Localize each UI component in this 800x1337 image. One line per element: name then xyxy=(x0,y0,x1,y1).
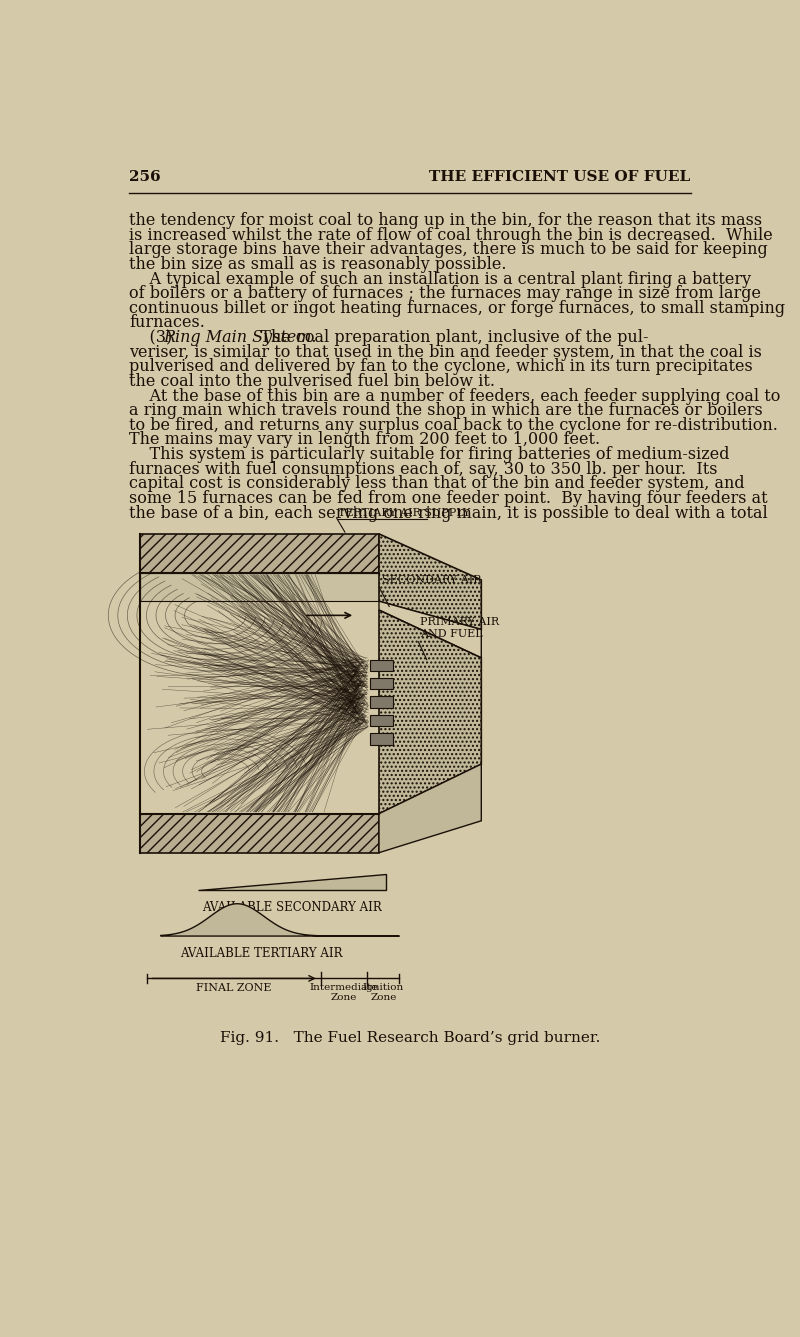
Text: to be fired, and returns any surplus coal back to the cyclone for re-distributio: to be fired, and returns any surplus coa… xyxy=(130,417,778,433)
Text: capital cost is considerably less than that of the bin and feeder system, and: capital cost is considerably less than t… xyxy=(130,476,745,492)
Polygon shape xyxy=(140,533,379,572)
Text: THE EFFICIENT USE OF FUEL: THE EFFICIENT USE OF FUEL xyxy=(430,170,690,183)
Text: furnaces with fuel consumptions each of, say, 30 to 350 lb. per hour.  Its: furnaces with fuel consumptions each of,… xyxy=(130,461,718,477)
Text: AVAILABLE SECONDARY AIR: AVAILABLE SECONDARY AIR xyxy=(202,901,382,913)
Text: veriser, is similar to that used in the bin and feeder system, in that the coal : veriser, is similar to that used in the … xyxy=(130,344,762,361)
Polygon shape xyxy=(379,602,482,658)
Text: (3): (3) xyxy=(130,329,178,346)
Polygon shape xyxy=(370,715,393,726)
Polygon shape xyxy=(370,697,393,707)
Text: FINAL ZONE: FINAL ZONE xyxy=(196,983,272,993)
Text: 256: 256 xyxy=(130,170,161,183)
Text: pulverised and delivered by fan to the cyclone, which in its turn precipitates: pulverised and delivered by fan to the c… xyxy=(130,358,754,376)
Text: Ignition
Zone: Ignition Zone xyxy=(362,983,404,1003)
Text: TERTIARY AIR SUPPLY: TERTIARY AIR SUPPLY xyxy=(338,508,470,517)
Text: the coal into the pulverised fuel bin below it.: the coal into the pulverised fuel bin be… xyxy=(130,373,495,390)
Text: AVAILABLE TERTIARY AIR: AVAILABLE TERTIARY AIR xyxy=(180,947,342,960)
Text: Ring Main System.: Ring Main System. xyxy=(162,329,316,346)
Text: A typical example of such an installation is a central plant firing a battery: A typical example of such an installatio… xyxy=(130,270,751,287)
Text: The coal preparation plant, inclusive of the pul-: The coal preparation plant, inclusive of… xyxy=(250,329,648,346)
Polygon shape xyxy=(370,678,393,690)
Polygon shape xyxy=(379,765,482,853)
Text: the tendency for moist coal to hang up in the bin, for the reason that its mass: the tendency for moist coal to hang up i… xyxy=(130,213,762,229)
Polygon shape xyxy=(198,874,386,890)
Polygon shape xyxy=(161,904,399,936)
Polygon shape xyxy=(140,814,379,853)
Text: some 15 furnaces can be fed from one feeder point.  By having four feeders at: some 15 furnaces can be fed from one fee… xyxy=(130,489,768,507)
Text: Intermediate
Zone: Intermediate Zone xyxy=(310,983,378,1003)
Text: of boilers or a battery of furnaces ; the furnaces may range in size from large: of boilers or a battery of furnaces ; th… xyxy=(130,285,762,302)
Text: PRIMARY AIR
AND FUEL: PRIMARY AIR AND FUEL xyxy=(420,616,499,639)
Polygon shape xyxy=(379,610,482,814)
Text: the bin size as small as is reasonably possible.: the bin size as small as is reasonably p… xyxy=(130,255,507,273)
Text: SECONDARY AIR: SECONDARY AIR xyxy=(382,575,482,586)
Text: is increased whilst the rate of flow of coal through the bin is decreased.  Whil: is increased whilst the rate of flow of … xyxy=(130,227,773,243)
Text: Fig. 91.   The Fuel Research Board’s grid burner.: Fig. 91. The Fuel Research Board’s grid … xyxy=(220,1031,600,1044)
Text: a ring main which travels round the shop in which are the furnaces or boilers: a ring main which travels round the shop… xyxy=(130,402,763,420)
Text: the base of a bin, each serving one ring main, it is possible to deal with a tot: the base of a bin, each serving one ring… xyxy=(130,504,768,521)
Text: The mains may vary in length from 200 feet to 1,000 feet.: The mains may vary in length from 200 fe… xyxy=(130,432,601,448)
Polygon shape xyxy=(370,659,393,671)
Text: This system is particularly suitable for firing batteries of medium-sized: This system is particularly suitable for… xyxy=(130,447,730,463)
Text: continuous billet or ingot heating furnaces, or forge furnaces, to small stampin: continuous billet or ingot heating furna… xyxy=(130,299,786,317)
Polygon shape xyxy=(379,533,482,630)
Text: furnaces.: furnaces. xyxy=(130,314,206,332)
Text: At the base of this bin are a number of feeders, each feeder supplying coal to: At the base of this bin are a number of … xyxy=(130,388,781,405)
Polygon shape xyxy=(370,733,393,745)
Polygon shape xyxy=(140,572,379,602)
Text: large storage bins have their advantages, there is much to be said for keeping: large storage bins have their advantages… xyxy=(130,241,768,258)
